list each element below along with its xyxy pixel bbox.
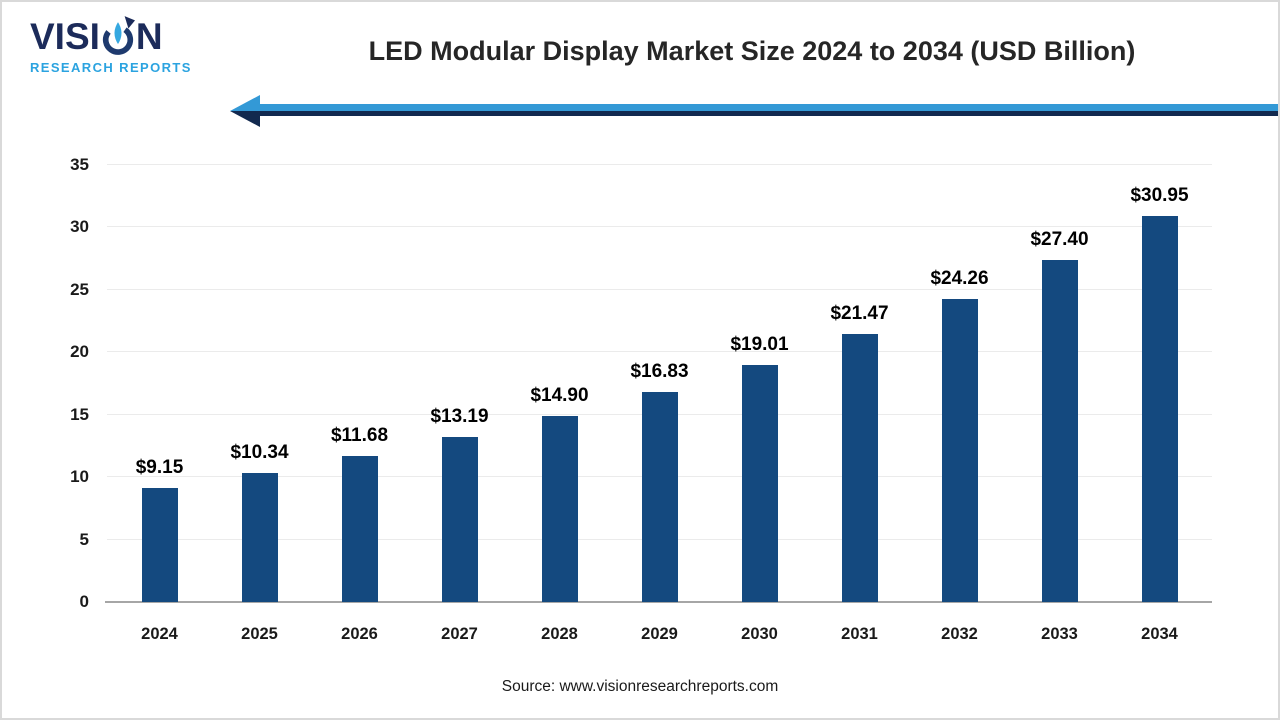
- logo-brand-prefix: VISI: [30, 15, 100, 57]
- y-tick-label-20: 20: [70, 342, 89, 362]
- bar-2025: [241, 472, 278, 602]
- x-tick-label-2032: 2032: [941, 625, 978, 643]
- bar-value-label-2031: $21.47: [830, 302, 889, 324]
- gridline-25: [107, 288, 1212, 290]
- bar-value-label-2033: $27.40: [1030, 228, 1089, 250]
- bar-2024: [141, 487, 178, 602]
- chart-title: LED Modular Display Market Size 2024 to …: [368, 36, 1136, 66]
- x-tick-label-2027: 2027: [441, 625, 478, 643]
- plot-area: 0 5 10 15 20 25 30 35 $9.15 2024 $10.34 2025 $11.68 2…: [70, 156, 1212, 643]
- bar-value-label-2028: $14.90: [530, 384, 589, 406]
- y-tick-label-0: 0: [79, 592, 89, 611]
- bar-2026: [341, 456, 378, 602]
- logo-brand-text: VISI N: [30, 14, 220, 58]
- bar-2028: [541, 415, 578, 602]
- x-tick-label-2031: 2031: [841, 625, 878, 643]
- bar-value-label-2029: $16.83: [630, 360, 689, 382]
- y-tick-label-5: 5: [79, 529, 89, 549]
- source-text: Source: www.visionresearchreports.com: [501, 678, 779, 695]
- logo-subtitle: RESEARCH REPORTS: [30, 60, 192, 75]
- bar-value-label-2032: $24.26: [930, 268, 989, 290]
- bar-value-label-2027: $13.19: [430, 406, 489, 428]
- x-tick-label-2025: 2025: [241, 625, 278, 643]
- y-tick-label-35: 35: [70, 155, 89, 174]
- x-axis-line: [105, 601, 1212, 603]
- x-tick-label-2028: 2028: [541, 625, 578, 643]
- bar-value-label-2030: $19.01: [730, 333, 789, 355]
- logo-flame-o-icon: [102, 16, 135, 55]
- gridline-35: [107, 164, 1212, 165]
- x-tick-label-2029: 2029: [641, 625, 678, 643]
- y-tick-label-15: 15: [70, 404, 89, 424]
- bar-2030: [741, 364, 778, 602]
- bar-2033: [1041, 259, 1078, 602]
- left-arrow-divider-icon: [230, 95, 1278, 127]
- bar-value-label-2034: $30.95: [1130, 184, 1189, 206]
- bar-value-label-2024: $9.15: [135, 456, 184, 478]
- y-tick-label-30: 30: [70, 217, 89, 237]
- y-tick-label-25: 25: [70, 279, 89, 299]
- x-tick-label-2026: 2026: [341, 625, 378, 643]
- x-tick-label-2024: 2024: [141, 625, 178, 643]
- bar-value-label-2025: $10.34: [230, 441, 289, 463]
- x-tick-label-2034: 2034: [1141, 625, 1178, 643]
- x-tick-label-2030: 2030: [741, 625, 778, 643]
- bar-value-label-2026: $11.68: [330, 425, 389, 447]
- vision-research-reports-logo: VISI N RESEARCH REPORTS: [30, 14, 220, 75]
- y-tick-label-10: 10: [70, 467, 89, 487]
- x-tick-label-2033: 2033: [1041, 625, 1078, 643]
- gridline-30: [107, 226, 1212, 228]
- gridline-20: [107, 351, 1212, 353]
- bar-2031: [841, 333, 878, 602]
- bar-2034: [1141, 215, 1178, 602]
- bar-2027: [441, 437, 478, 602]
- bar-2032: [941, 299, 978, 602]
- logo-brand-suffix: N: [135, 15, 163, 57]
- bar-2029: [641, 391, 678, 602]
